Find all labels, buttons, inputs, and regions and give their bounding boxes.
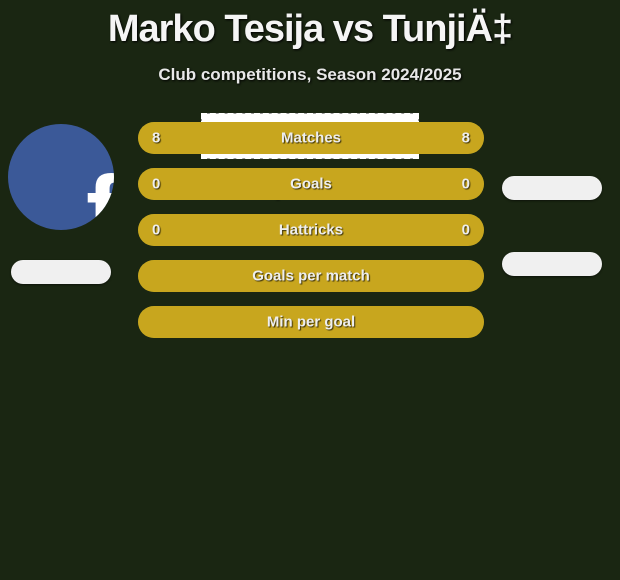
stat-value-left: 0 bbox=[152, 222, 160, 239]
stat-row: 0 0 Hattricks bbox=[138, 214, 484, 246]
stat-value-right: 8 bbox=[462, 130, 470, 147]
stat-row: 8 8 Matches bbox=[138, 122, 484, 154]
stat-label: Hattricks bbox=[279, 222, 343, 239]
stat-label: Matches bbox=[281, 130, 341, 147]
stat-value-left: 8 bbox=[152, 130, 160, 147]
stat-value-right: 0 bbox=[462, 222, 470, 239]
stat-row: Goals per match bbox=[138, 260, 484, 292]
player-left-avatar: f bbox=[8, 124, 114, 230]
stat-label: Goals bbox=[290, 176, 332, 193]
facebook-icon: f bbox=[86, 177, 114, 230]
stats-table: 8 8 Matches 0 0 Goals 0 0 Hattricks Goals per mat… bbox=[138, 122, 484, 352]
stat-row: Min per goal bbox=[138, 306, 484, 338]
bar-fill-right bbox=[311, 168, 484, 200]
bar-fill-left bbox=[138, 168, 311, 200]
player-left-flag bbox=[11, 260, 111, 284]
stat-value-right: 0 bbox=[462, 176, 470, 193]
player-right-flag bbox=[502, 176, 602, 200]
player-left-column: f bbox=[8, 124, 114, 284]
page-title: Marko Tesija vs TunjiÄ‡ bbox=[0, 0, 620, 51]
stat-label: Min per goal bbox=[267, 314, 355, 331]
player-right-column bbox=[502, 124, 602, 276]
player-right-flag-2 bbox=[502, 252, 602, 276]
stat-value-left: 0 bbox=[152, 176, 160, 193]
subtitle: Club competitions, Season 2024/2025 bbox=[0, 65, 620, 85]
stat-row: 0 0 Goals bbox=[138, 168, 484, 200]
stat-label: Goals per match bbox=[252, 268, 370, 285]
